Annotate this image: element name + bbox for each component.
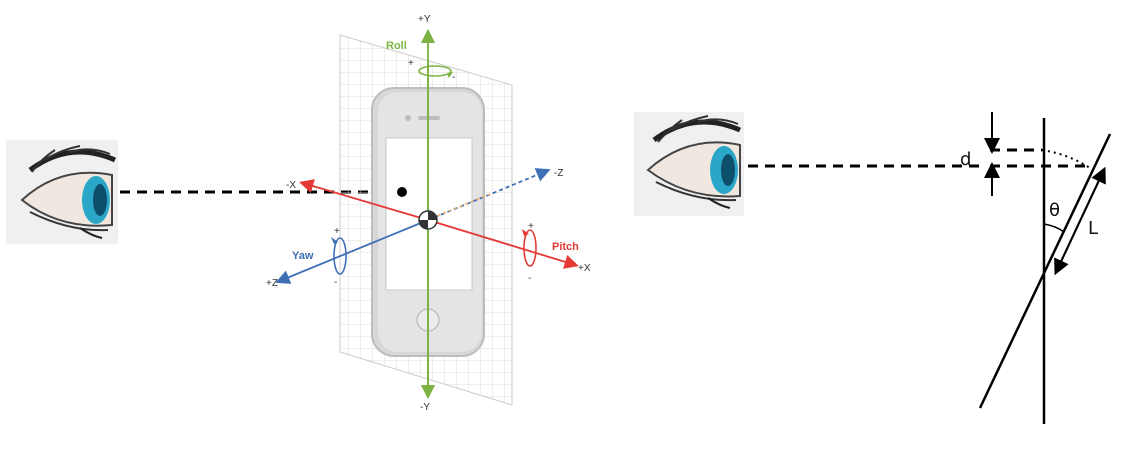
- pitch-minus: -: [528, 273, 531, 284]
- pos-x-label: +X: [578, 263, 591, 274]
- eye-icon: [634, 112, 744, 216]
- theta-arc: [1043, 223, 1065, 233]
- roll-minus: -: [452, 72, 455, 83]
- yaw-plus: +: [334, 226, 340, 237]
- pos-z-label: +Z: [266, 278, 278, 289]
- neg-z-label: -Z: [554, 168, 563, 179]
- pitch-rotation-icon: [522, 229, 537, 267]
- theta-label: θ: [1049, 200, 1060, 221]
- pitch-label: Pitch: [552, 241, 579, 253]
- tilted-line: [978, 133, 1112, 409]
- neg-x-label: -X: [286, 180, 296, 191]
- neg-y-label: -Y: [420, 402, 430, 413]
- origin-marker: [418, 210, 438, 230]
- yaw-rotation-icon: [331, 237, 347, 275]
- eye-icon: [6, 140, 118, 244]
- pos-y-label: +Y: [418, 14, 431, 25]
- x-axis: [427, 219, 579, 269]
- roll-rotation-icon: [418, 65, 453, 78]
- pitch-plus: +: [528, 221, 534, 232]
- l-label: L: [1088, 218, 1098, 239]
- yaw-label: Yaw: [292, 250, 314, 262]
- dotted-connector: [1041, 149, 1091, 169]
- roll-label: Roll: [386, 40, 407, 52]
- yaw-minus: -: [334, 277, 337, 288]
- d-label: d: [960, 149, 971, 170]
- roll-plus: +: [408, 58, 414, 69]
- z-axis: [275, 219, 429, 284]
- gaze-point: [397, 187, 407, 197]
